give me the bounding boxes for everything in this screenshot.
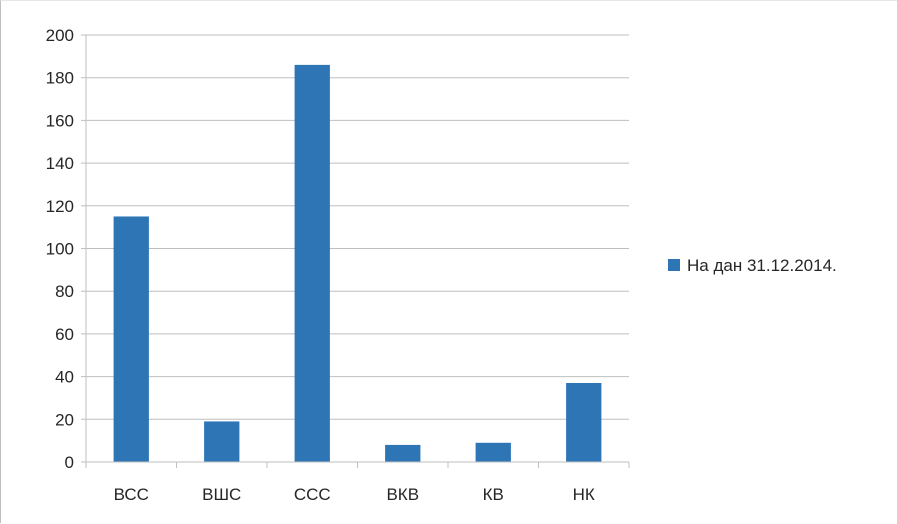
bar-6 [566,383,602,462]
y-tick-label: 120 [46,197,74,216]
y-tick-label: 180 [46,69,74,88]
y-tick-label: 0 [65,453,74,472]
y-tick-label: 160 [46,111,74,130]
x-tick-label: ВСС [114,485,149,504]
y-tick-label: 60 [55,325,74,344]
y-tick-label: 200 [46,26,74,45]
y-tick-label: 40 [55,368,74,387]
x-tick-label: ВШС [202,485,241,504]
legend: На дан 31.12.2014. [668,256,837,275]
bar-5 [475,442,511,462]
gridlines [86,34,629,420]
bar-2 [204,421,240,462]
y-tick-label: 140 [46,154,74,173]
y-tick-label: 20 [55,410,74,429]
y-tick-label: 100 [46,240,74,259]
x-tick-label: КВ [483,485,504,504]
axes [81,34,630,468]
x-tick-labels: ВСС ВШС ССС ВКВ КВ НК [114,485,595,504]
bar-4 [385,444,421,462]
x-tick-label: НК [573,485,595,504]
legend-swatch [668,259,680,271]
bar-3 [294,64,330,462]
bars [113,64,602,462]
x-tick-label: ССС [294,485,331,504]
bar-1 [113,216,149,462]
y-tick-label: 80 [55,282,74,301]
x-tick-label: ВКВ [386,485,419,504]
legend-label: На дан 31.12.2014. [687,256,837,275]
y-tick-labels: 0 20 40 60 80 100 120 140 160 180 200 [46,26,74,472]
